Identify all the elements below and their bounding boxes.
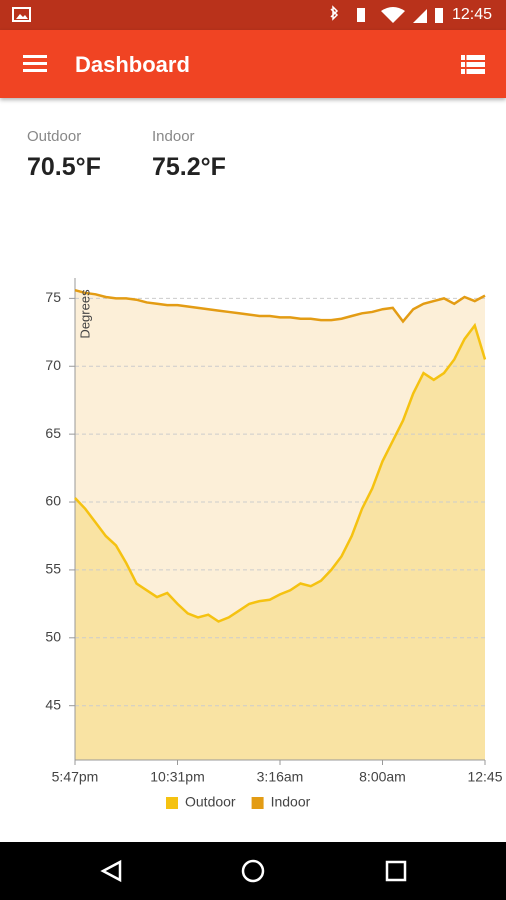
x-tick-label: 5:47pm — [52, 769, 99, 785]
notification-icon — [12, 7, 31, 22]
nav-buttons — [100, 859, 407, 883]
legend-label: Indoor — [271, 794, 311, 810]
reading-indoor: Indoor 75.2°F — [152, 128, 226, 182]
status-bar: 12:45 — [0, 0, 506, 30]
clock: 12:45 — [451, 6, 492, 23]
series-line — [74, 289, 486, 324]
app-bar: Dashboard — [0, 30, 506, 98]
chart: 45 50 55 60 65 70 75 Degrees 5:47pm 10:31pm 3:16am… — [45, 278, 503, 810]
series-line — [74, 322, 487, 623]
legend-swatch — [251, 797, 264, 809]
reading-value: 75.2°F — [152, 153, 226, 181]
home-button[interactable] — [241, 859, 265, 883]
x-tick-label: 10:31pm — [150, 769, 204, 785]
nav-bar — [0, 842, 506, 900]
y-tick-label: 70 — [45, 357, 61, 373]
recents-button[interactable] — [385, 860, 407, 882]
reading-value: 70.5°F — [27, 153, 101, 181]
back-button[interactable] — [100, 859, 122, 883]
x-tick-label: 12:45 — [467, 769, 502, 785]
y-tick-label: 55 — [45, 561, 61, 577]
list-button[interactable] — [461, 55, 485, 75]
menu-button[interactable] — [23, 54, 47, 74]
status-icons — [330, 5, 443, 23]
area-fill — [75, 325, 485, 760]
y-tick-label: 75 — [45, 289, 61, 305]
reading-outdoor: Outdoor 70.5°F — [27, 128, 101, 182]
y-tick-label: 50 — [45, 629, 61, 645]
legend-swatch — [166, 797, 178, 809]
x-tick-label: 8:00am — [359, 769, 406, 785]
y-tick-label: 45 — [45, 696, 61, 712]
x-tick-label: 3:16am — [257, 769, 304, 785]
y-tick-label: 65 — [45, 425, 61, 441]
y-axis-label: Degrees — [77, 289, 92, 339]
reading-label: Outdoor — [27, 128, 82, 145]
legend-label: Outdoor — [185, 794, 236, 810]
app-title: Dashboard — [75, 52, 190, 77]
reading-label: Indoor — [152, 128, 195, 145]
y-tick-label: 60 — [45, 493, 61, 509]
